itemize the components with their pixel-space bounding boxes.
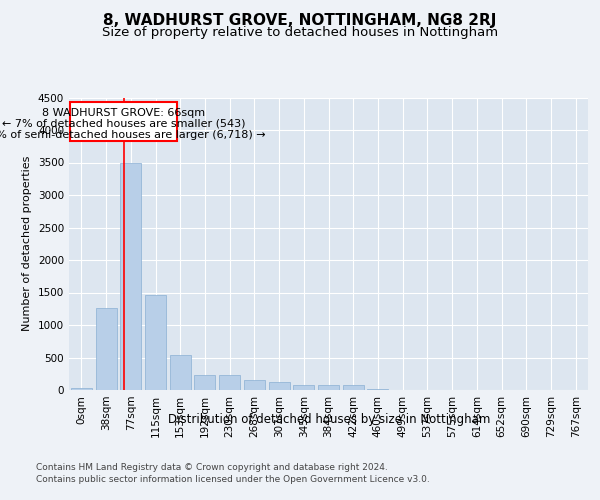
Bar (244, 380, 265, 390)
Bar (71, 388, 92, 390)
Bar (145, 295, 166, 390)
Bar (293, 385, 314, 390)
Text: ← 7% of detached houses are smaller (543): ← 7% of detached houses are smaller (543… (2, 119, 245, 129)
Y-axis label: Number of detached properties: Number of detached properties (22, 156, 32, 332)
Bar (170, 355, 191, 390)
Bar (120, 162, 141, 390)
Bar (367, 389, 388, 390)
Text: Distribution of detached houses by size in Nottingham: Distribution of detached houses by size … (167, 412, 490, 426)
Bar (194, 375, 215, 390)
Text: 8 WADHURST GROVE: 66sqm: 8 WADHURST GROVE: 66sqm (42, 108, 205, 118)
Bar (269, 382, 290, 390)
Bar (343, 386, 364, 390)
Text: Size of property relative to detached houses in Nottingham: Size of property relative to detached ho… (102, 26, 498, 39)
Bar (318, 385, 339, 390)
FancyBboxPatch shape (70, 102, 176, 141)
Bar (95, 308, 116, 390)
Text: Contains public sector information licensed under the Open Government Licence v3: Contains public sector information licen… (36, 475, 430, 484)
Text: 92% of semi-detached houses are larger (6,718) →: 92% of semi-detached houses are larger (… (0, 130, 265, 140)
Text: Contains HM Land Registry data © Crown copyright and database right 2024.: Contains HM Land Registry data © Crown c… (36, 462, 388, 471)
Bar (219, 375, 240, 390)
Text: 8, WADHURST GROVE, NOTTINGHAM, NG8 2RJ: 8, WADHURST GROVE, NOTTINGHAM, NG8 2RJ (103, 12, 497, 28)
